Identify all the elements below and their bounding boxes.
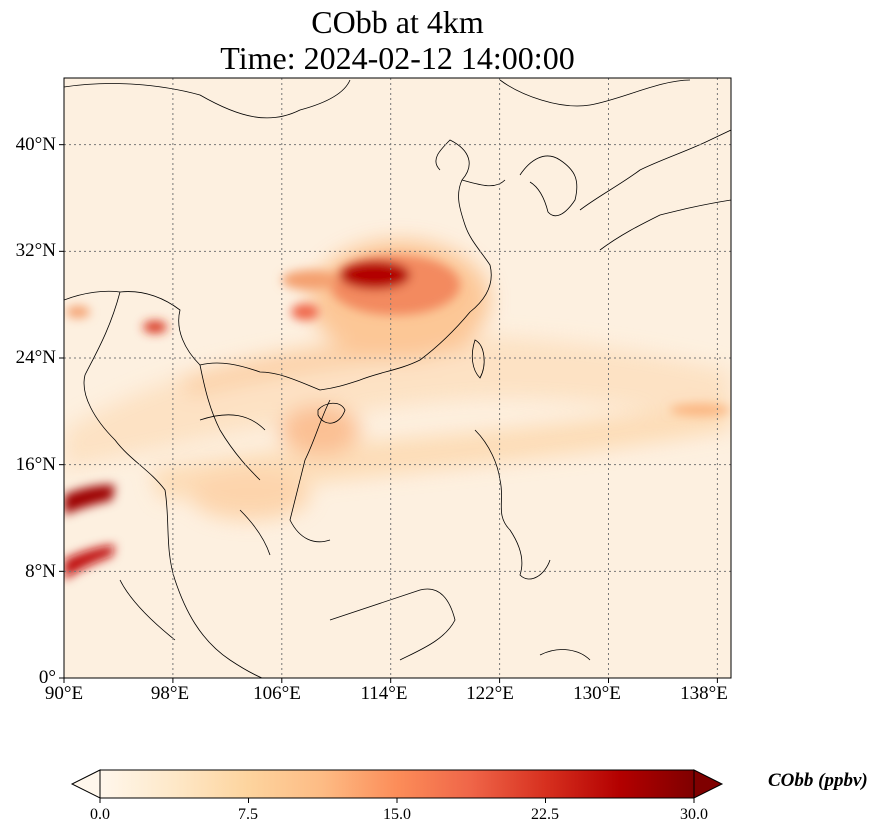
map-frame (63, 77, 732, 679)
gridlines (64, 78, 731, 678)
lat-tick-24n: 24°N (15, 347, 56, 368)
colorbar-extend-max (693, 769, 724, 799)
lat-tick-16n: 16°N (15, 454, 56, 475)
lat-tick-0: 0° (38, 667, 56, 688)
colorbar-tick-22-5: 22.5 (531, 806, 559, 823)
lat-tick-40n: 40°N (15, 134, 56, 155)
coastlines (64, 79, 731, 678)
map-title-line1: CObb at 4km (311, 4, 484, 40)
lon-tick-130e: 130°E (573, 683, 621, 704)
axis-ticks (59, 144, 718, 683)
lat-tick-8n: 8°N (25, 561, 56, 582)
lon-tick-114e: 114°E (360, 683, 408, 704)
colorbar-tick-30: 30.0 (680, 806, 708, 823)
colorbar-label: CObb (ppbv) (768, 770, 868, 791)
colorbar-tick-7-5: 7.5 (238, 806, 258, 823)
lon-tick-98e: 98°E (150, 683, 190, 704)
lat-tick-32n: 32°N (15, 240, 56, 261)
concentration-field (64, 78, 731, 678)
colorbar-extend-min (70, 769, 101, 799)
lon-tick-106e: 106°E (253, 683, 301, 704)
lon-tick-90e: 90°E (44, 683, 84, 704)
colorbar-tick-15: 15.0 (383, 806, 411, 823)
colorbar (70, 769, 724, 803)
colorbar-tick-0: 0.0 (90, 806, 110, 823)
map-title-line2: Time: 2024-02-12 14:00:00 (220, 40, 575, 76)
lon-tick-138e: 138°E (680, 683, 728, 704)
lon-tick-122e: 122°E (466, 683, 514, 704)
